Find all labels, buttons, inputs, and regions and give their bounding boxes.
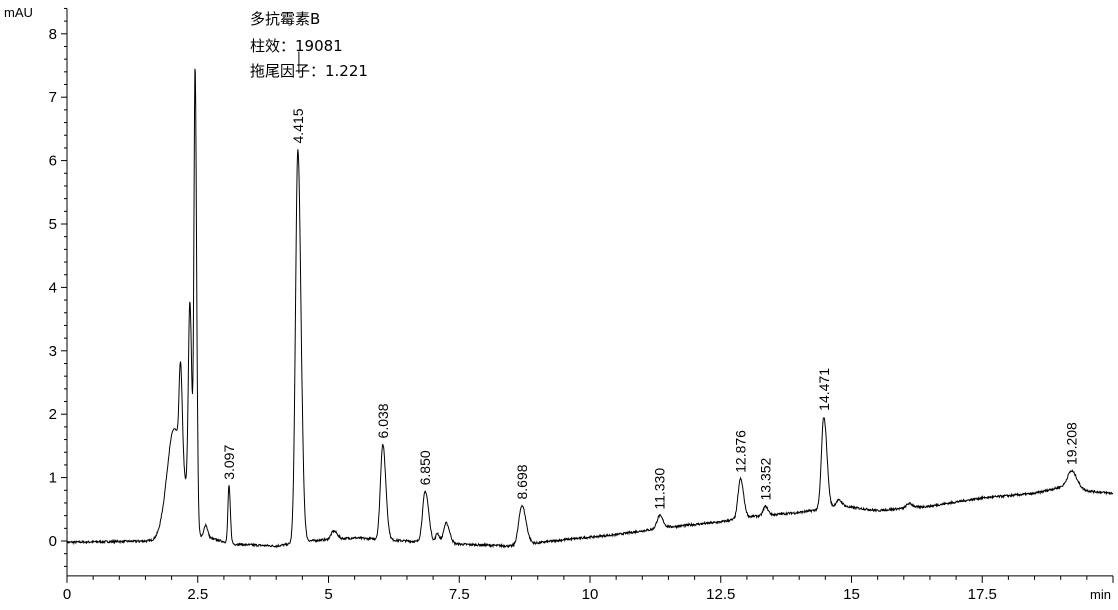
peak-label: 4.415 [290, 108, 306, 143]
x-tick-label: 17.5 [968, 586, 997, 603]
peak-label: 3.097 [221, 445, 237, 480]
y-tick-label: 5 [49, 216, 57, 233]
peak-label: 6.038 [375, 403, 391, 438]
axes [61, 7, 1114, 583]
annotation-line-3: 拖尾因子：1.221 [250, 62, 368, 80]
tick-labels: 0 1 2 3 4 5 6 7 8 0 2.5 5 7.5 10 12.5 15 17.5 [49, 26, 997, 603]
peak-label: 6.850 [417, 450, 433, 485]
y-tick-label: 8 [49, 26, 57, 43]
y-tick-label: 0 [49, 533, 57, 550]
peak-labels: 3.097 4.415 6.038 6.850 8.698 11.330 12.876 13.… [221, 51, 1080, 510]
x-tick-label: 5 [324, 586, 332, 603]
peak-label: 11.330 [652, 468, 668, 510]
y-tick-label: 1 [49, 470, 57, 487]
x-tick-label: 2.5 [187, 586, 208, 603]
annotation-line-1: 多抗霉素B [250, 10, 320, 28]
peak-label: 14.471 [816, 368, 832, 411]
annotation-line-2: 柱效：19081 [250, 37, 343, 55]
annotation: 多抗霉素B 柱效：19081 拖尾因子：1.221 [250, 10, 368, 80]
x-tick-label: 15 [843, 586, 860, 603]
x-tick-label: 0 [63, 586, 71, 603]
peak-label: 12.876 [732, 430, 748, 473]
y-tick-label: 4 [49, 279, 57, 296]
y-tick-label: 3 [49, 343, 57, 360]
x-tick-label: 7.5 [449, 586, 470, 603]
peak-label: 19.208 [1064, 422, 1080, 465]
chromatogram-trace [66, 68, 1114, 549]
x-tick-label: 10 [582, 586, 599, 603]
y-tick-label: 7 [49, 89, 57, 106]
x-axis-label: min [1090, 587, 1111, 602]
y-axis-label: mAU [4, 5, 33, 20]
y-tick-label: 6 [49, 153, 57, 170]
peak-label: 13.352 [757, 457, 773, 500]
y-tick-label: 2 [49, 406, 57, 423]
peak-label: 8.698 [514, 464, 530, 499]
x-tick-label: 12.5 [706, 586, 735, 603]
